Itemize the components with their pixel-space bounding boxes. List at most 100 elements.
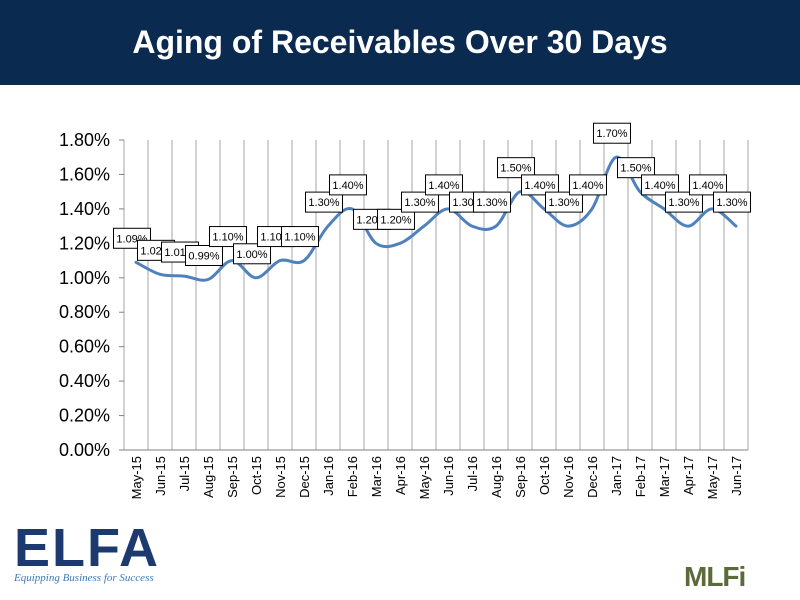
data-label-box: [377, 208, 415, 230]
data-label-text: 1.30%: [404, 197, 435, 209]
data-label: 1.30%: [401, 191, 439, 213]
x-tick-label: Jul-16: [465, 456, 480, 491]
y-tick-label: 1.20%: [59, 233, 110, 253]
x-tick-label: Dec-16: [585, 456, 600, 498]
data-label: 1.50%: [617, 157, 655, 179]
data-label: 1.40%: [569, 174, 607, 196]
y-tick-label: 1.40%: [59, 199, 110, 219]
data-label-text: 1.30%: [308, 197, 339, 209]
x-tick-label: May-17: [705, 456, 720, 499]
y-tick-label: 0.80%: [59, 302, 110, 322]
line-chart: 0.00% 0.20% 0.40% 0.60% 0.80% 1.00% 1.20% 1.40%…: [59, 122, 751, 499]
data-label-text: 1.02%: [140, 245, 171, 257]
x-tick-label: Jan-17: [609, 456, 624, 496]
x-tick-label: Apr-16: [393, 456, 408, 495]
data-label-text: 1.40%: [524, 180, 555, 192]
elfa-tagline: Equipping Business for Success: [14, 572, 154, 584]
data-label: 1.30%: [473, 191, 511, 213]
elfa-logo-text: ELFA: [14, 518, 161, 578]
x-tick-label: May-15: [129, 456, 144, 499]
data-label-text: 1.30%: [716, 197, 747, 209]
y-tick-label: 0.20%: [59, 406, 110, 426]
x-tick-label: Mar-16: [369, 456, 384, 497]
data-label-text: 1.10%: [212, 232, 243, 244]
x-tick-label: Sep-15: [225, 456, 240, 498]
data-label: 1.20%: [377, 208, 415, 230]
y-tick-label: 1.80%: [59, 130, 110, 150]
x-tick-label: Feb-17: [633, 456, 648, 497]
data-label: 1.40%: [425, 174, 463, 196]
x-tick-label: Aug-16: [489, 456, 504, 498]
data-label-box: [209, 226, 247, 248]
y-axis: 0.00% 0.20% 0.40% 0.60% 0.80% 1.00% 1.20% 1.40%…: [59, 130, 124, 460]
data-label-box: [641, 174, 679, 196]
data-label-box: [233, 243, 271, 265]
x-tick-label: Feb-16: [345, 456, 360, 497]
x-tick-label: Nov-15: [273, 456, 288, 498]
x-tick-label: Aug-15: [201, 456, 216, 498]
data-label: 1.50%: [497, 157, 535, 179]
x-tick-label: Mar-17: [657, 456, 672, 497]
data-label-box: [329, 174, 367, 196]
x-tick-label: Jun-17: [729, 456, 744, 496]
mlfi-logo: MLFi: [684, 561, 746, 592]
x-tick-label: Apr-17: [681, 456, 696, 495]
data-label-box: [593, 122, 631, 144]
page-title: Aging of Receivables Over 30 Days: [132, 24, 668, 60]
data-label-box: [497, 157, 535, 179]
data-label-text: 1.20%: [380, 214, 411, 226]
data-label-text: 1.30%: [476, 197, 507, 209]
data-label: 1.10%: [281, 226, 319, 248]
elfa-logo: ELFA Equipping Business for Success: [14, 520, 174, 590]
data-label: 1.40%: [689, 174, 727, 196]
x-tick-label: Jun-16: [441, 456, 456, 496]
data-label: 1.40%: [329, 174, 367, 196]
data-label-text: 1.30%: [548, 197, 579, 209]
data-label: 1.30%: [545, 191, 583, 213]
data-label-text: 1.70%: [596, 128, 627, 140]
data-label: 1.30%: [665, 191, 703, 213]
x-tick-label: Dec-15: [297, 456, 312, 498]
data-label-text: 1.40%: [644, 180, 675, 192]
data-label-text: 1.40%: [428, 180, 459, 192]
y-tick-label: 1.00%: [59, 268, 110, 288]
x-tick-label: Sep-16: [513, 456, 528, 498]
data-label: 0.99%: [185, 245, 223, 266]
data-label-text: 0.99%: [188, 251, 219, 263]
data-label: 1.00%: [233, 243, 271, 265]
data-label-box: [425, 174, 463, 196]
x-tick-label: Oct-16: [537, 456, 552, 495]
data-label-text: 1.00%: [236, 249, 267, 261]
data-label-box: [305, 191, 343, 213]
data-label-text: 1.50%: [500, 163, 531, 175]
data-label-box: [401, 191, 439, 213]
data-label-text: 1.40%: [332, 180, 363, 192]
y-tick-label: 1.60%: [59, 164, 110, 184]
data-label: 1.40%: [641, 174, 679, 196]
data-label-text: 1.10%: [284, 232, 315, 244]
data-label-box: [185, 245, 223, 266]
data-label-box: [473, 191, 511, 213]
data-label-box: [689, 174, 727, 196]
x-tick-label: Jul-15: [177, 456, 192, 491]
data-labels: 1.09%1.02%1.01%0.99%1.10%1.00%1.10%1.10%…: [113, 122, 751, 266]
x-tick-label: Oct-15: [249, 456, 264, 495]
data-label-box: [281, 226, 319, 248]
data-label: 1.40%: [521, 174, 559, 196]
data-label-box: [521, 174, 559, 196]
x-tick-label: Jan-16: [321, 456, 336, 496]
data-label-box: [665, 191, 703, 213]
data-label-text: 1.01%: [164, 247, 195, 259]
data-label-text: 1.40%: [572, 180, 603, 192]
data-label-box: [569, 174, 607, 196]
y-tick-label: 0.00%: [59, 440, 110, 460]
data-label: 1.10%: [209, 226, 247, 248]
x-tick-label: May-16: [417, 456, 432, 499]
x-tick-label: Jun-15: [153, 456, 168, 496]
x-tick-label: Nov-16: [561, 456, 576, 498]
data-label: 1.30%: [713, 191, 751, 213]
title-bar: [0, 0, 800, 85]
y-tick-label: 0.60%: [59, 337, 110, 357]
data-label-box: [617, 157, 655, 179]
x-axis: May-15 Jun-15 Jul-15 Aug-15 Sep-15 Oct-15 Nov-…: [129, 456, 744, 499]
